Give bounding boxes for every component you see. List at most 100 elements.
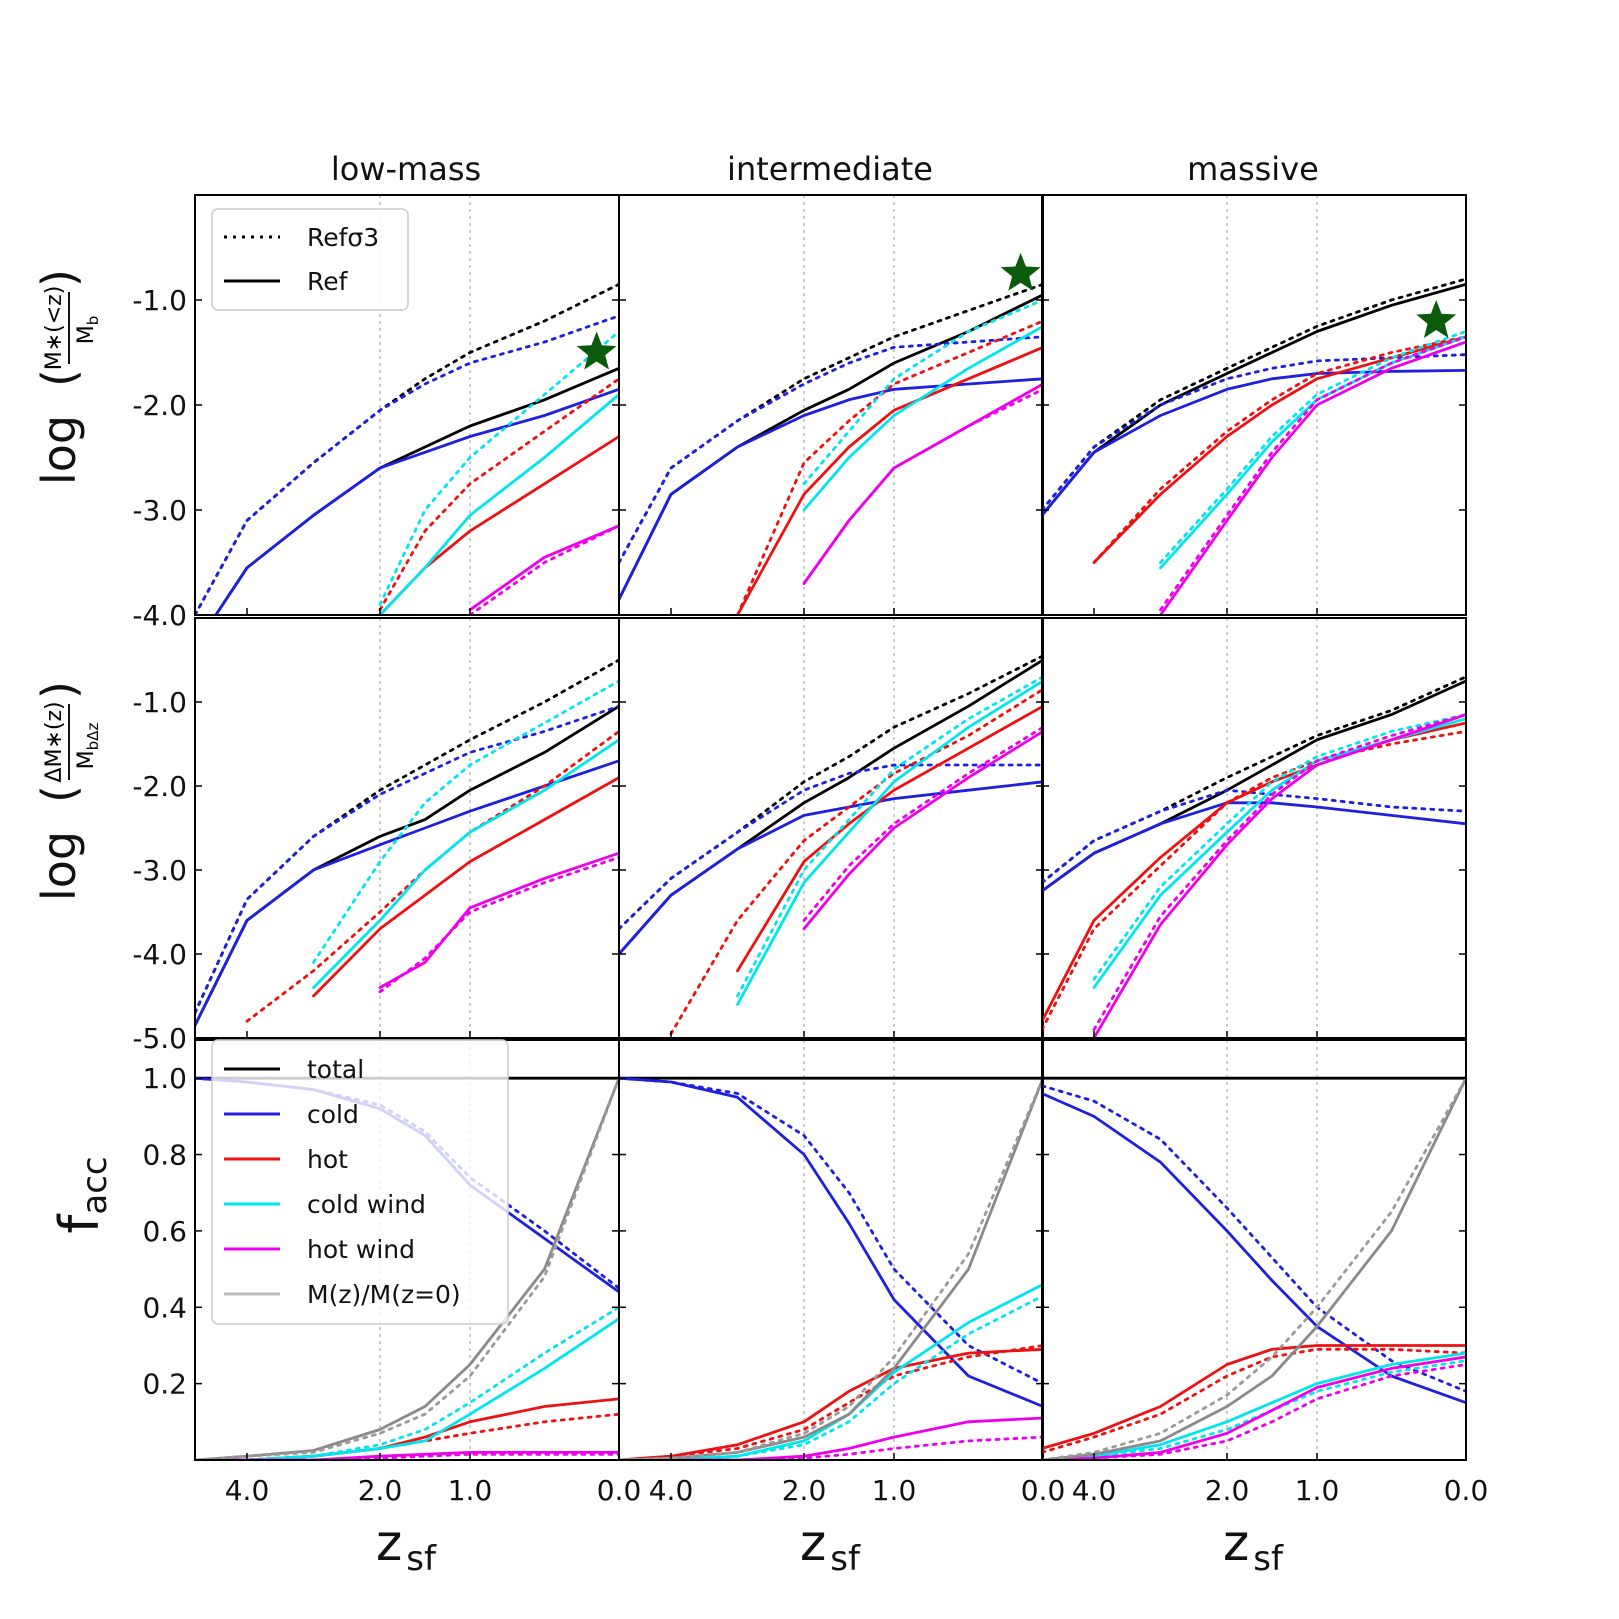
x-tick-label-3-row3-col3: 0.0 (1444, 1474, 1489, 1507)
series-total-refs3-row2-col1 (195, 658, 619, 1015)
y-tick-label-1-row1-col1: -2.0 (132, 389, 187, 422)
series-hot-ref-row1-col3 (1092, 335, 1466, 564)
series-hot-refs3-row2-col2 (669, 688, 1043, 1036)
series-hot-wind-refs3-row3-col1 (195, 1452, 619, 1460)
series-hot-refs3-row3-col2 (619, 1344, 1043, 1460)
series-cold-wind-refs3-row1-col1 (378, 330, 619, 606)
series-hot-ref-row2-col3 (1042, 721, 1466, 1023)
x-tick-label-3-row3-col2: 0.0 (1021, 1474, 1066, 1507)
series-cold-wind-refs3-row3-col3 (1042, 1359, 1466, 1460)
series-cold-wind-refs3-row3-col2 (619, 1294, 1043, 1460)
panel-row1-col2 (618, 194, 1044, 616)
series-hot-ref-row3-col1 (195, 1397, 619, 1460)
series-hot-refs3-row2-col3 (1042, 730, 1466, 1031)
legend-hot-label: hot (307, 1145, 348, 1174)
y-label-row2-numerator: ΔM∗(z) (42, 701, 67, 782)
y-tick-label-2-row2-col1: -3.0 (132, 854, 187, 887)
series-hot-wind-ref-row1-col1 (468, 524, 619, 612)
series-cold-wind-ref-row1-col1 (378, 393, 619, 615)
y-axis-label-row1: log ( M∗(<z) Mb ) (32, 269, 102, 485)
panel-row2-col1: -1.0 -2.0 -3.0 -4.0 -5.0 (132, 617, 620, 1055)
y-label-row1-prefix: log (32, 415, 86, 485)
series-cold-wind-refs3-row2-col2 (736, 675, 1043, 998)
series-cold-wind-ref-row3-col3 (1042, 1351, 1466, 1460)
x-tick-label-1-row3-col2: 2.0 (782, 1474, 827, 1507)
series-total-refs3-row2-col3 (1042, 675, 1466, 884)
series-hot-refs3-row1-col1 (378, 377, 619, 612)
series-hot-refs3-row1-col3 (1092, 335, 1466, 564)
column-title-low-mass: low-mass (331, 150, 481, 188)
series-hot-wind-refs3-row1-col2 (802, 387, 1043, 585)
y-tick-label-3-row1-col1: -4.0 (132, 599, 187, 632)
legend-cold-wind-label: cold wind (307, 1190, 426, 1219)
series-cold-refs3-row3-col3 (1042, 1084, 1466, 1393)
legend-top: Refσ3 Ref (211, 208, 409, 311)
series-hot-wind-ref-row3-col2 (619, 1416, 1043, 1460)
series-group-row3-col2 (619, 1076, 1043, 1460)
panel-row1-col3 (1041, 194, 1467, 616)
series-cold-refs3-row1-col1 (195, 314, 619, 615)
series-group-row1-col2 (619, 282, 1043, 615)
x-tick-label-1-row3-col1: 2.0 (358, 1474, 403, 1507)
y-label-row2-denominator: MbΔz (74, 723, 102, 770)
series-hot-wind-refs3-row1-col3 (1159, 335, 1466, 612)
legend-bottom-box (211, 1039, 509, 1325)
column-title-massive: massive (1187, 150, 1319, 188)
series-m-z-m-z-0-refs3-row3-col2 (619, 1076, 1043, 1460)
y-tick-label-2-row3-col1: 0.6 (142, 1215, 187, 1248)
panel-frame-row2-col3 (1041, 617, 1467, 1039)
x-tick-label-3-row3-col1: 0.0 (597, 1474, 642, 1507)
series-group-row2-col1 (195, 658, 619, 1027)
legend-hot-wind-label: hot wind (307, 1235, 415, 1264)
legend-bottom: total cold hot cold wind hot wind M(z)/M… (211, 1039, 509, 1325)
series-cold-refs3-row1-col3 (1042, 353, 1466, 512)
panel-row2-col3 (1041, 617, 1467, 1039)
series-hot-wind-ref-row1-col2 (802, 382, 1043, 585)
series-hot-wind-ref-row1-col3 (1159, 340, 1466, 615)
y-tick-label-0-row3-col1: 1.0 (142, 1062, 187, 1095)
series-cold-ref-row2-col2 (619, 780, 1043, 956)
series-cold-wind-ref-row3-col2 (619, 1283, 1043, 1460)
series-cold-wind-refs3-row2-col3 (1092, 713, 1466, 981)
column-title-intermediate: intermediate (727, 150, 933, 188)
series-group-row2-col2 (619, 654, 1043, 1036)
series-hot-wind-refs3-row2-col3 (1092, 713, 1466, 1031)
series-hot-refs3-row3-col3 (1042, 1347, 1466, 1454)
series-group-row1-col3 (1042, 277, 1466, 615)
series-cold-refs3-row2-col2 (619, 763, 1043, 931)
series-hot-refs3-row2-col1 (245, 730, 619, 1023)
panel-row1-col1: -1.0 -2.0 -3.0 -4.0 (132, 194, 620, 632)
series-total-refs3-row1-col3 (1042, 277, 1466, 512)
legend-cold-label: cold (307, 1100, 359, 1129)
series-total-ref-row1-col2 (619, 293, 1043, 601)
series-total-ref-row1-col3 (1042, 282, 1466, 517)
y-label-row3: facc (48, 1156, 115, 1233)
series-hot-wind-ref-row2-col1 (378, 851, 619, 989)
y-label-row1-close: ) (32, 269, 86, 287)
series-total-ref-row2-col1 (195, 704, 619, 1027)
series-hot-wind-ref-row2-col2 (802, 730, 1043, 931)
legend-top-box (211, 208, 409, 311)
x-tick-label-2-row3-col2: 1.0 (872, 1474, 917, 1507)
series-hot-wind-ref-row2-col3 (1092, 713, 1466, 1038)
y-tick-label-3-row2-col1: -4.0 (132, 938, 187, 971)
series-total-refs3-row2-col2 (619, 654, 1043, 931)
series-hot-ref-row3-col2 (619, 1347, 1043, 1460)
legend-total-label: total (307, 1055, 364, 1084)
series-m-z-m-z-0-ref-row3-col3 (1042, 1076, 1466, 1460)
x-tick-label-0-row3-col2: 4.0 (649, 1474, 694, 1507)
series-total-refs3-row1-col1 (195, 282, 619, 615)
y-label-row1-open: ( (32, 369, 86, 387)
star-marker-row1-col3 (1416, 300, 1457, 338)
panel-row2-col2 (618, 617, 1044, 1039)
series-cold-wind-refs3-row1-col3 (1159, 330, 1466, 564)
x-tick-label-2-row3-col1: 1.0 (448, 1474, 493, 1507)
legend-top-solid-label: Ref (307, 267, 349, 296)
series-hot-refs3-row1-col2 (736, 319, 1043, 615)
panel-row3-col3: 4.0 2.0 1.0 0.0 (1041, 1039, 1489, 1507)
y-label-row2-open: ( (32, 785, 86, 803)
series-total-refs3-row1-col2 (619, 282, 1043, 564)
series-cold-refs3-row1-col2 (619, 335, 1043, 564)
star-marker-row1-col1 (576, 331, 617, 370)
